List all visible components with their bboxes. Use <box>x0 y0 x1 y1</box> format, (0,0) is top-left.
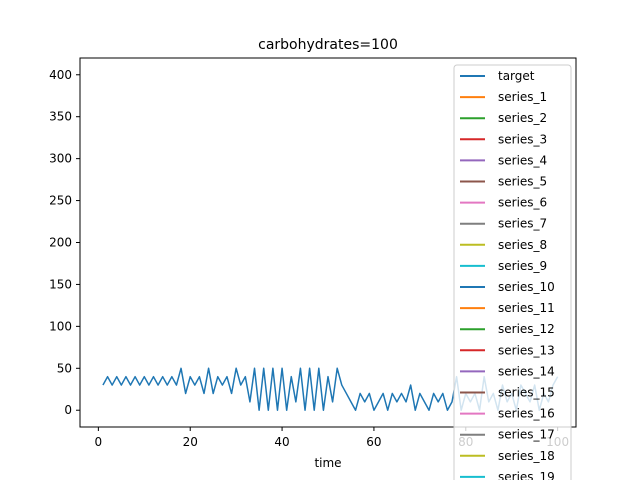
legend-entry: series_17 <box>498 428 555 442</box>
legend-entry: series_12 <box>498 322 555 336</box>
y-tick-label: 400 <box>49 68 72 82</box>
x-tick-label: 60 <box>366 435 381 449</box>
x-tick-label: 0 <box>95 435 103 449</box>
y-axis: 0 50 100 150 200 250 300 350 400 <box>49 68 80 417</box>
y-tick-label: 250 <box>49 194 72 208</box>
legend: target series_1 series_2 series_3 series_4se… <box>453 64 572 480</box>
legend-entry: series_14 <box>498 364 555 378</box>
chart-title: carbohydrates=100 <box>258 37 398 53</box>
legend-entry: series_6 <box>498 196 547 210</box>
y-tick-label: 0 <box>64 403 72 417</box>
y-tick-label: 300 <box>49 152 72 166</box>
y-tick-label: 150 <box>49 277 72 291</box>
legend-entry: series_1 <box>498 90 547 104</box>
legend-entry: series_16 <box>498 407 555 421</box>
x-tick-label: 20 <box>183 435 198 449</box>
legend-entry: series_19 <box>498 470 555 480</box>
y-tick-label: 350 <box>49 110 72 124</box>
legend-entry: series_7 <box>498 217 547 231</box>
legend-box <box>453 64 572 480</box>
legend-entry: target <box>498 69 535 83</box>
legend-entry: series_10 <box>498 280 555 294</box>
x-axis-label: time <box>314 456 341 470</box>
y-tick-label: 100 <box>49 319 72 333</box>
legend-entry: series_4 <box>498 153 547 167</box>
legend-entry: series_3 <box>498 132 547 146</box>
legend-entry: series_15 <box>498 386 555 400</box>
legend-entry: series_13 <box>498 343 555 357</box>
legend-entry: series_2 <box>498 111 547 125</box>
legend-entry: series_8 <box>498 238 547 252</box>
legend-entry: series_9 <box>498 259 547 273</box>
x-tick-label: 40 <box>274 435 289 449</box>
legend-entry: series_18 <box>498 449 555 463</box>
legend-entry: series_11 <box>498 301 555 315</box>
y-tick-label: 200 <box>49 236 72 250</box>
legend-entry: series_5 <box>498 175 547 189</box>
y-tick-label: 50 <box>57 361 72 375</box>
